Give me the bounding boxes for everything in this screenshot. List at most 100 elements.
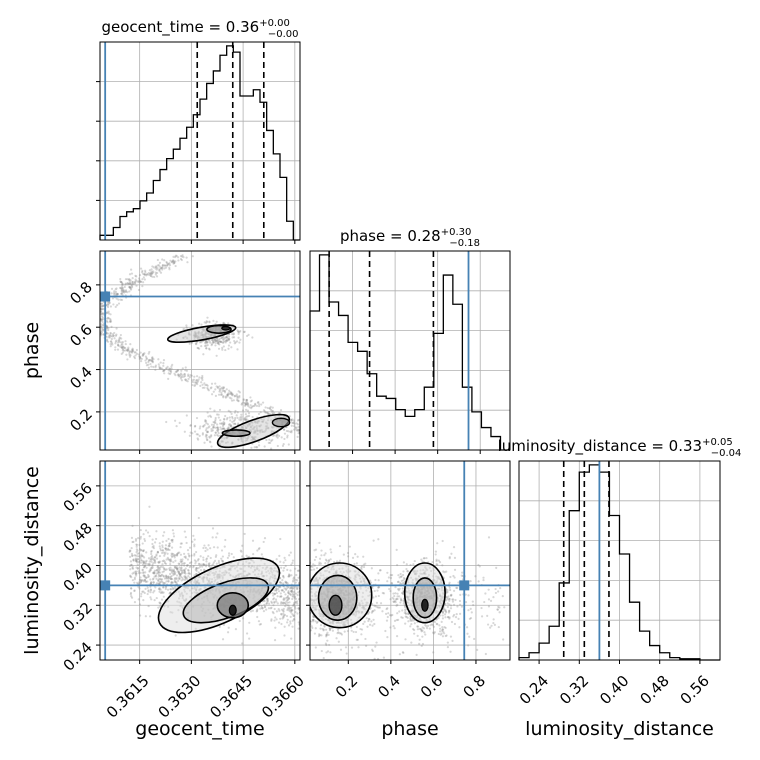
sample-point	[287, 575, 290, 578]
sample-point	[173, 261, 176, 264]
sample-point	[116, 292, 119, 296]
sample-point	[352, 630, 355, 634]
sample-point	[188, 561, 192, 565]
sample-point	[151, 271, 155, 274]
sample-point	[214, 418, 217, 421]
sample-point	[216, 426, 220, 429]
sample-point	[183, 530, 186, 533]
sample-point	[186, 261, 189, 264]
sample-point	[193, 552, 196, 556]
sample-point	[226, 339, 229, 342]
sample-point	[448, 616, 451, 619]
sample-point	[107, 326, 110, 330]
sample-point	[283, 613, 287, 617]
sample-point	[245, 398, 249, 402]
sample-point	[289, 593, 292, 596]
sample-point	[416, 628, 419, 631]
sample-point	[150, 365, 153, 368]
sample-point	[231, 415, 234, 419]
sample-point	[142, 561, 145, 564]
sample-point	[320, 436, 322, 438]
sample-point	[91, 321, 93, 323]
sample-point	[278, 412, 282, 415]
sample-point	[270, 606, 273, 609]
sample-point	[161, 367, 164, 370]
sample-point	[377, 538, 380, 541]
sample-point	[185, 326, 188, 329]
sample-point	[385, 607, 388, 611]
sample-point	[117, 341, 120, 344]
sample-point	[191, 432, 194, 435]
sample-point	[260, 606, 263, 609]
sample-point	[109, 332, 112, 335]
sample-point	[245, 632, 249, 635]
sample-point	[147, 562, 151, 565]
sample-point	[167, 544, 171, 547]
sample-point	[277, 412, 281, 415]
sample-point	[118, 339, 121, 342]
sample-point	[272, 594, 275, 597]
sample-point	[188, 565, 191, 569]
sample-point	[407, 620, 410, 623]
sample-point	[350, 626, 353, 629]
sample-point	[220, 336, 223, 339]
sample-point	[444, 634, 447, 638]
sample-point	[128, 564, 132, 567]
sample-point	[225, 339, 228, 342]
sample-point	[445, 596, 448, 599]
sample-point	[275, 434, 278, 437]
sample-point	[142, 566, 146, 569]
sample-point	[179, 558, 182, 561]
sample-point	[219, 340, 222, 344]
sample-point	[316, 441, 318, 443]
sample-point	[225, 339, 228, 342]
sample-point	[320, 549, 323, 552]
sample-point	[200, 563, 203, 566]
sample-point	[179, 560, 182, 563]
sample-point	[291, 608, 294, 612]
sample-point	[150, 581, 153, 584]
sample-point	[323, 437, 325, 439]
sample-point	[460, 605, 464, 608]
sample-point	[238, 396, 241, 399]
sample-point	[360, 566, 363, 569]
sample-point	[232, 422, 235, 425]
sample-point	[142, 580, 146, 583]
luminosity_distance-diag-frame	[518, 460, 721, 661]
sample-point	[205, 347, 208, 350]
sample-point	[288, 575, 291, 578]
sample-point	[157, 573, 161, 577]
geocent_time-histogram	[99, 45, 300, 241]
sample-point	[294, 578, 297, 581]
sample-point	[163, 264, 166, 267]
sample-point	[128, 273, 132, 276]
sample-point	[114, 288, 117, 291]
sample-point	[222, 423, 225, 426]
sample-point	[176, 256, 180, 259]
sample-point	[226, 416, 229, 420]
sample-point	[289, 620, 292, 623]
sample-point	[225, 418, 229, 421]
sample-point	[151, 566, 154, 569]
sample-point	[129, 591, 133, 595]
sample-point	[218, 390, 221, 393]
sample-point	[172, 573, 175, 577]
sample-point	[240, 550, 243, 553]
sample-point	[223, 337, 226, 340]
sample-point	[163, 562, 167, 565]
sample-point	[120, 346, 124, 349]
sample-point	[201, 376, 204, 379]
sample-point	[123, 346, 126, 349]
sample-point	[142, 599, 145, 602]
sample-point	[222, 420, 225, 424]
sample-point	[458, 599, 462, 603]
sample-point	[221, 387, 225, 391]
sample-point	[295, 428, 298, 431]
sample-point	[141, 354, 144, 357]
sample-point	[268, 407, 271, 410]
sample-point	[233, 395, 236, 398]
sample-point	[183, 568, 186, 571]
sample-point	[282, 597, 286, 600]
sample-point	[222, 427, 225, 430]
sample-point	[357, 646, 360, 649]
